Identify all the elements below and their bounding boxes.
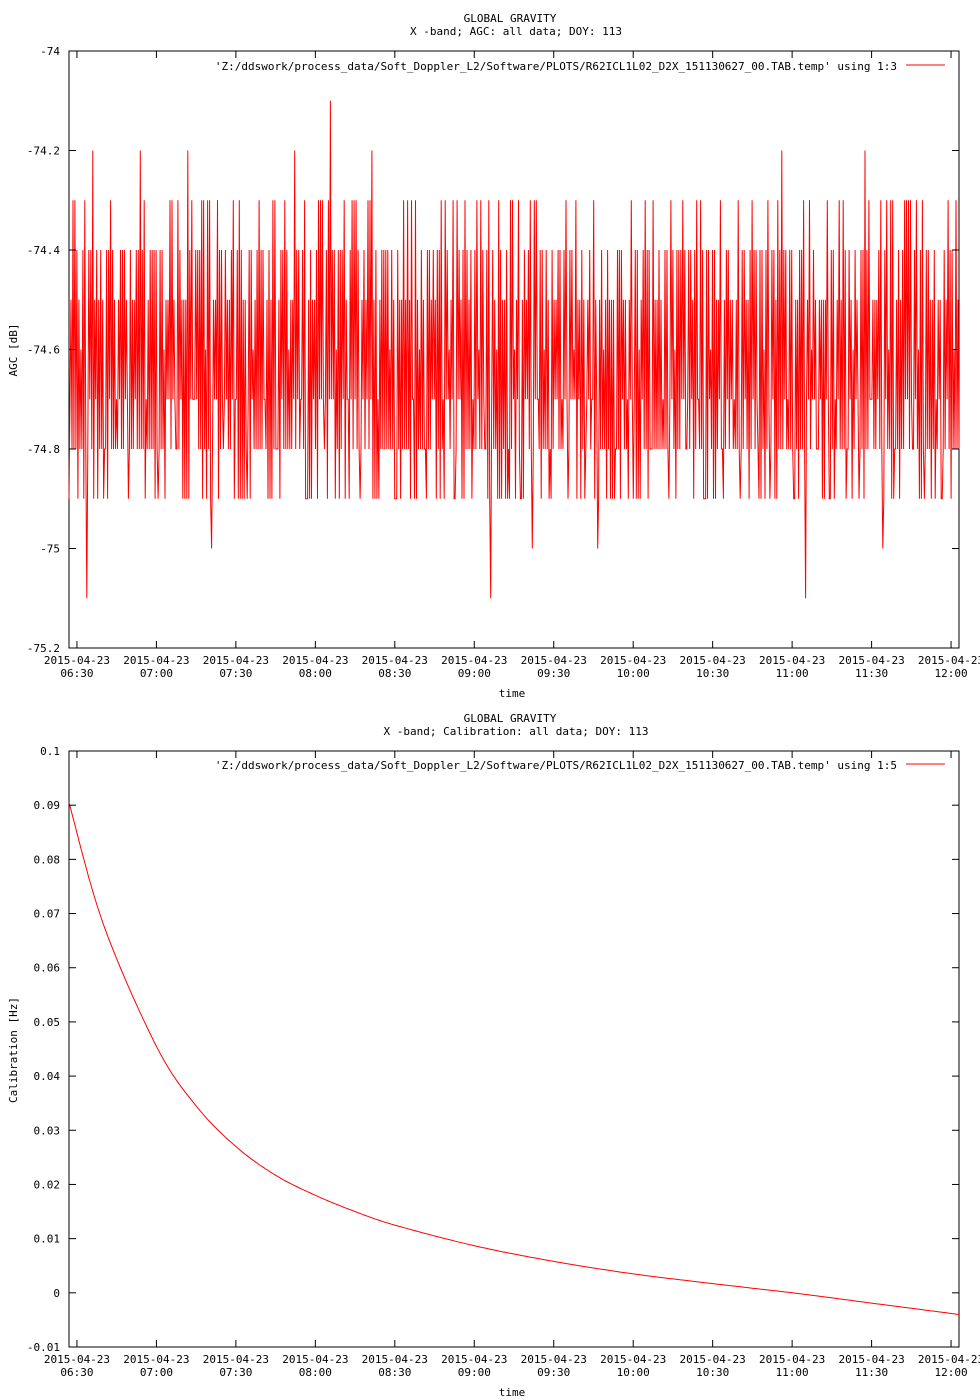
y-tick-label: -75 [40,543,60,556]
x-tick-date-label: 2015-04-23 [44,1353,110,1366]
x-tick-time-label: 07:30 [219,667,252,680]
x-tick-time-label: 11:30 [855,667,888,680]
x-tick-time-label: 08:00 [299,667,332,680]
x-tick-time-label: 09:00 [458,667,491,680]
x-tick-date-label: 2015-04-23 [441,1353,507,1366]
x-tick-time-label: 08:30 [378,1366,411,1379]
x-tick-time-label: 08:00 [299,1366,332,1379]
x-tick-time-label: 08:30 [378,667,411,680]
x-tick-date-label: 2015-04-23 [918,1353,980,1366]
x-tick-time-label: 10:30 [696,1366,729,1379]
y-tick-label: -74.2 [27,145,60,158]
x-tick-time-label: 06:30 [60,667,93,680]
y-tick-label: 0 [53,1287,60,1300]
x-tick-date-label: 2015-04-23 [282,654,348,667]
y-tick-label: 0.02 [34,1178,61,1191]
x-tick-date-label: 2015-04-23 [918,654,980,667]
x-tick-date-label: 2015-04-23 [282,1353,348,1366]
y-axis-label: AGC [dB] [7,324,20,377]
y-tick-label: -74.8 [27,443,60,456]
x-tick-time-label: 09:00 [458,1366,491,1379]
y-tick-label: 0.1 [40,745,60,758]
chart-title: GLOBAL GRAVITY [464,712,557,725]
x-tick-time-label: 10:00 [617,667,650,680]
x-tick-date-label: 2015-04-23 [759,654,825,667]
series-line [68,100,960,599]
x-tick-time-label: 10:30 [696,667,729,680]
x-tick-time-label: 09:30 [537,1366,570,1379]
y-tick-label: 0.08 [34,853,61,866]
chart-title: GLOBAL GRAVITY [464,12,557,25]
x-tick-time-label: 11:00 [776,1366,809,1379]
x-tick-time-label: 12:00 [934,1366,967,1379]
x-tick-date-label: 2015-04-23 [600,1353,666,1366]
x-tick-date-label: 2015-04-23 [680,1353,746,1366]
y-tick-label: -74.4 [27,244,60,257]
plot-frame [68,750,960,1348]
x-tick-date-label: 2015-04-23 [680,654,746,667]
y-tick-label: 0.05 [34,1016,61,1029]
chart-subtitle: X -band; Calibration: all data; DOY: 113 [384,725,649,738]
y-axis: -74 -74.2 -74.4 -74.6 -74.8 -75 -75.2 [27,45,959,655]
x-axis-label: time [499,687,526,700]
x-tick-date-label: 2015-04-23 [362,654,428,667]
x-tick-date-label: 2015-04-23 [123,654,189,667]
y-tick-label: -75.2 [27,642,60,655]
x-tick-date-label: 2015-04-23 [441,654,507,667]
x-axis: 2015-04-2306:302015-04-2307:002015-04-23… [44,51,980,680]
x-tick-date-label: 2015-04-23 [759,1353,825,1366]
x-tick-date-label: 2015-04-23 [44,654,110,667]
x-tick-date-label: 2015-04-23 [600,654,666,667]
x-tick-date-label: 2015-04-23 [203,654,269,667]
y-tick-label: 0.07 [34,908,61,921]
legend-label: 'Z:/ddswork/process_data/Soft_Doppler_L2… [215,759,897,772]
legend-label: 'Z:/ddswork/process_data/Soft_Doppler_L2… [215,60,897,73]
x-tick-time-label: 12:00 [934,667,967,680]
x-tick-date-label: 2015-04-23 [521,1353,587,1366]
x-tick-date-label: 2015-04-23 [362,1353,428,1366]
x-tick-time-label: 11:00 [776,667,809,680]
x-tick-time-label: 07:00 [140,1366,173,1379]
series-line [68,802,960,1315]
x-tick-date-label: 2015-04-23 [838,654,904,667]
x-tick-time-label: 09:30 [537,667,570,680]
y-tick-label: -74 [40,45,60,58]
x-tick-date-label: 2015-04-23 [521,654,587,667]
x-tick-date-label: 2015-04-23 [123,1353,189,1366]
x-axis: 2015-04-2306:302015-04-2307:002015-04-23… [44,751,980,1379]
y-tick-label: -74.6 [27,344,60,357]
x-tick-date-label: 2015-04-23 [838,1353,904,1366]
calibration-chart: GLOBAL GRAVITY X -band; Calibration: all… [7,712,980,1399]
agc-chart: GLOBAL GRAVITY X -band; AGC: all data; D… [7,12,980,700]
y-tick-label: 0.09 [34,799,61,812]
y-axis: 0.1 0.09 0.08 0.07 0.06 0.05 0.04 0.03 0.02 0.01 0… [27,745,959,1354]
y-tick-label: 0.03 [34,1124,61,1137]
x-tick-time-label: 11:30 [855,1366,888,1379]
y-tick-label: 0.01 [34,1233,61,1246]
x-axis-label: time [499,1386,526,1399]
y-tick-label: 0.06 [34,962,61,975]
y-axis-label: Calibration [Hz] [7,997,20,1103]
x-tick-time-label: 07:00 [140,667,173,680]
x-tick-time-label: 10:00 [617,1366,650,1379]
y-tick-label: -0.01 [27,1341,60,1354]
x-tick-date-label: 2015-04-23 [203,1353,269,1366]
x-tick-time-label: 06:30 [60,1366,93,1379]
x-tick-time-label: 07:30 [219,1366,252,1379]
chart-subtitle: X -band; AGC: all data; DOY: 113 [410,25,622,38]
y-tick-label: 0.04 [34,1070,61,1083]
